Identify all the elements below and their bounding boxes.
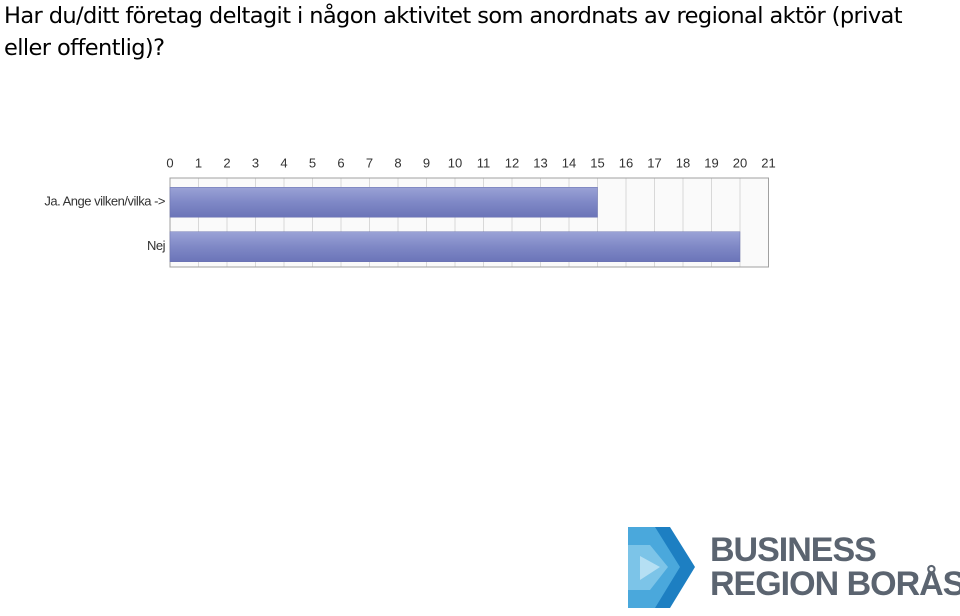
x-tick-label: 18	[676, 155, 690, 170]
x-tick-label: 12	[505, 155, 519, 170]
x-tick-label: 1	[195, 155, 202, 170]
x-tick-label: 6	[337, 155, 344, 170]
x-tick-label: 14	[562, 155, 576, 170]
x-tick-label: 3	[252, 155, 259, 170]
x-tick-label: 9	[423, 155, 430, 170]
logo-text: REGION BORÅS	[710, 565, 960, 603]
x-tick-label: 11	[477, 155, 491, 170]
x-tick-label: 20	[733, 155, 747, 170]
x-tick-label: 21	[761, 155, 775, 170]
x-tick-label: 10	[448, 155, 462, 170]
y-tick-label: Ja. Ange vilken/vilka ->	[44, 194, 165, 209]
logo-text: BUSINESS	[710, 531, 876, 569]
x-tick-label: 0	[166, 155, 173, 170]
logo-mark	[628, 527, 695, 608]
x-tick-label: 17	[647, 155, 661, 170]
slide-title: Har du/ditt företag deltagit i någon akt…	[4, 3, 903, 61]
plot-border	[169, 177, 769, 268]
x-tick-label: 2	[223, 155, 230, 170]
bar	[169, 187, 598, 218]
x-tick-label: 8	[394, 155, 401, 170]
x-tick-label: 13	[533, 155, 547, 170]
x-tick-label: 19	[704, 155, 718, 170]
y-tick-label: Nej	[147, 238, 166, 253]
x-tick-label: 16	[619, 155, 633, 170]
x-tick-label: 15	[590, 155, 604, 170]
x-tick-label: 5	[309, 155, 316, 170]
x-tick-label: 4	[280, 155, 287, 170]
bar	[169, 231, 741, 262]
x-tick-label: 7	[366, 155, 373, 170]
